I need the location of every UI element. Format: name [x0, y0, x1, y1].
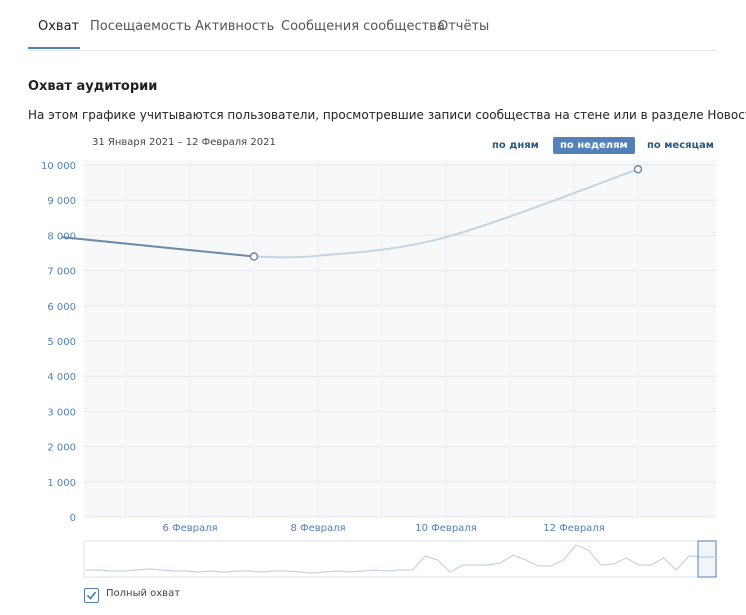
- series-line-projection: [253, 168, 639, 259]
- active-tab-indicator: [28, 47, 80, 49]
- y-tick-label: 8 000: [47, 231, 76, 242]
- tab-activity[interactable]: Активность: [195, 19, 275, 34]
- checkmark-icon: [86, 591, 97, 600]
- y-tick-label: 9 000: [47, 196, 76, 207]
- series-line: [61, 236, 255, 258]
- x-tick-label: 6 Февраля: [162, 523, 217, 534]
- y-tick-label: 6 000: [47, 302, 76, 313]
- data-point: [633, 164, 643, 174]
- full-reach-checkbox[interactable]: [84, 588, 99, 603]
- y-tick-label: 10 000: [41, 161, 76, 172]
- tab-reach[interactable]: Охват: [38, 19, 80, 34]
- y-axis-ticks: 0 1 000 2 000 3 000 4 000 5 000 6 000 7 000 8 00…: [41, 161, 76, 524]
- navigator-sparkline: [86, 544, 714, 574]
- section-description: На этом графике учитываются пользователи…: [28, 108, 746, 122]
- x-tick-label: 12 Февраля: [543, 523, 604, 534]
- y-tick-label: 5 000: [47, 337, 76, 348]
- date-range: 31 Января 2021 – 12 Февраля 2021: [92, 137, 276, 148]
- period-by-days-button[interactable]: по дням: [492, 140, 539, 151]
- tab-community-messages[interactable]: Сообщения сообщества: [281, 19, 445, 34]
- period-by-months-button[interactable]: по месяцам: [647, 140, 714, 151]
- tab-attendance[interactable]: Посещаемость: [90, 19, 192, 34]
- y-tick-label: 0: [70, 513, 76, 524]
- chart-grid: [84, 160, 716, 518]
- y-tick-label: 4 000: [47, 372, 76, 383]
- section-title: Охват аудитории: [28, 79, 158, 94]
- y-tick-label: 3 000: [47, 407, 76, 418]
- tab-bar: Охват Посещаемость Активность Сообщения …: [28, 0, 716, 51]
- x-axis-ticks: 6 Февраля 8 Февраля 10 Февраля 12 Февраля: [162, 523, 604, 534]
- data-point: [249, 252, 259, 261]
- range-navigator[interactable]: [83, 540, 717, 578]
- y-tick-label: 1 000: [47, 478, 76, 489]
- x-tick-label: 10 Февраля: [415, 523, 476, 534]
- tab-reports[interactable]: Отчёты: [438, 19, 490, 34]
- chart-lines: [61, 168, 639, 259]
- plot-background: [84, 160, 716, 517]
- legend-label: Полный охват: [106, 588, 181, 599]
- chart-points: [249, 164, 643, 261]
- y-tick-label: 2 000: [47, 443, 76, 454]
- x-tick-label: 8 Февраля: [290, 523, 345, 534]
- plot-area: [84, 160, 716, 517]
- navigator-handle: [697, 540, 717, 578]
- period-by-weeks-button[interactable]: по неделям: [553, 137, 635, 154]
- y-tick-label: 7 000: [47, 267, 76, 278]
